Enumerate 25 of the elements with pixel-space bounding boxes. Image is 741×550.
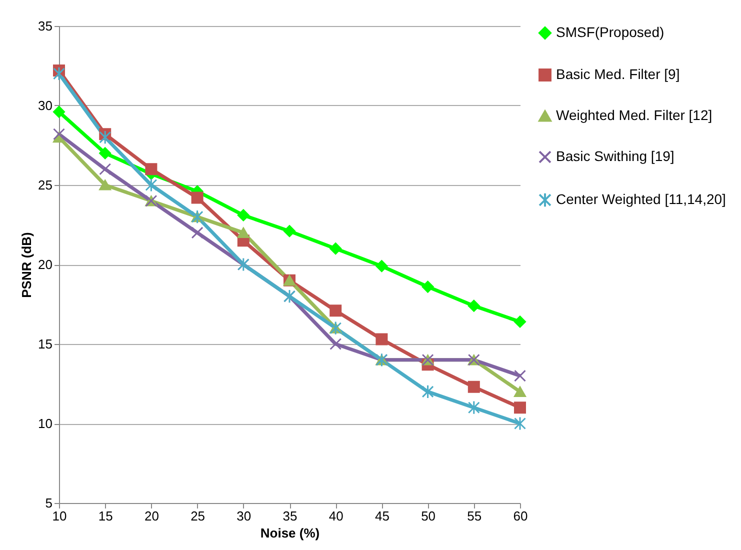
y-tick-label: 10	[38, 416, 52, 431]
legend-label: Weighted Med. Filter [12]	[556, 107, 712, 123]
x-tick-label: 30	[236, 508, 252, 524]
legend-label: Basic Swithing [19]	[556, 148, 674, 164]
x-tick-label: 35	[282, 508, 298, 524]
x-tick-label: 45	[374, 508, 390, 524]
legend-label: Center Weighted [11,14,20]	[556, 191, 726, 207]
x-tick-label: 10	[52, 508, 67, 524]
y-tick-label: 25	[38, 178, 52, 192]
legend-label: Basic Med. Filter [9]	[556, 66, 680, 82]
y-tick-label: 35	[38, 18, 52, 34]
x-tick-label: 25	[190, 508, 206, 524]
x-tick-label: 20	[144, 508, 159, 524]
x-tick-label: 60	[513, 508, 528, 524]
x-tick-label: 55	[467, 508, 482, 524]
y-axis-title: PSNR (dB)	[19, 232, 34, 298]
x-axis-title: Noise (%)	[260, 526, 320, 540]
x-tick-label: 15	[98, 508, 113, 524]
x-tick-label: 40	[328, 508, 344, 524]
y-tick-label: 20	[38, 257, 52, 272]
y-tick-label: 5	[45, 496, 52, 510]
y-tick-label: 15	[38, 336, 52, 352]
y-tick-label: 30	[38, 98, 52, 113]
x-tick-label: 50	[421, 508, 436, 524]
legend-label: SMSF(Proposed)	[556, 24, 664, 40]
